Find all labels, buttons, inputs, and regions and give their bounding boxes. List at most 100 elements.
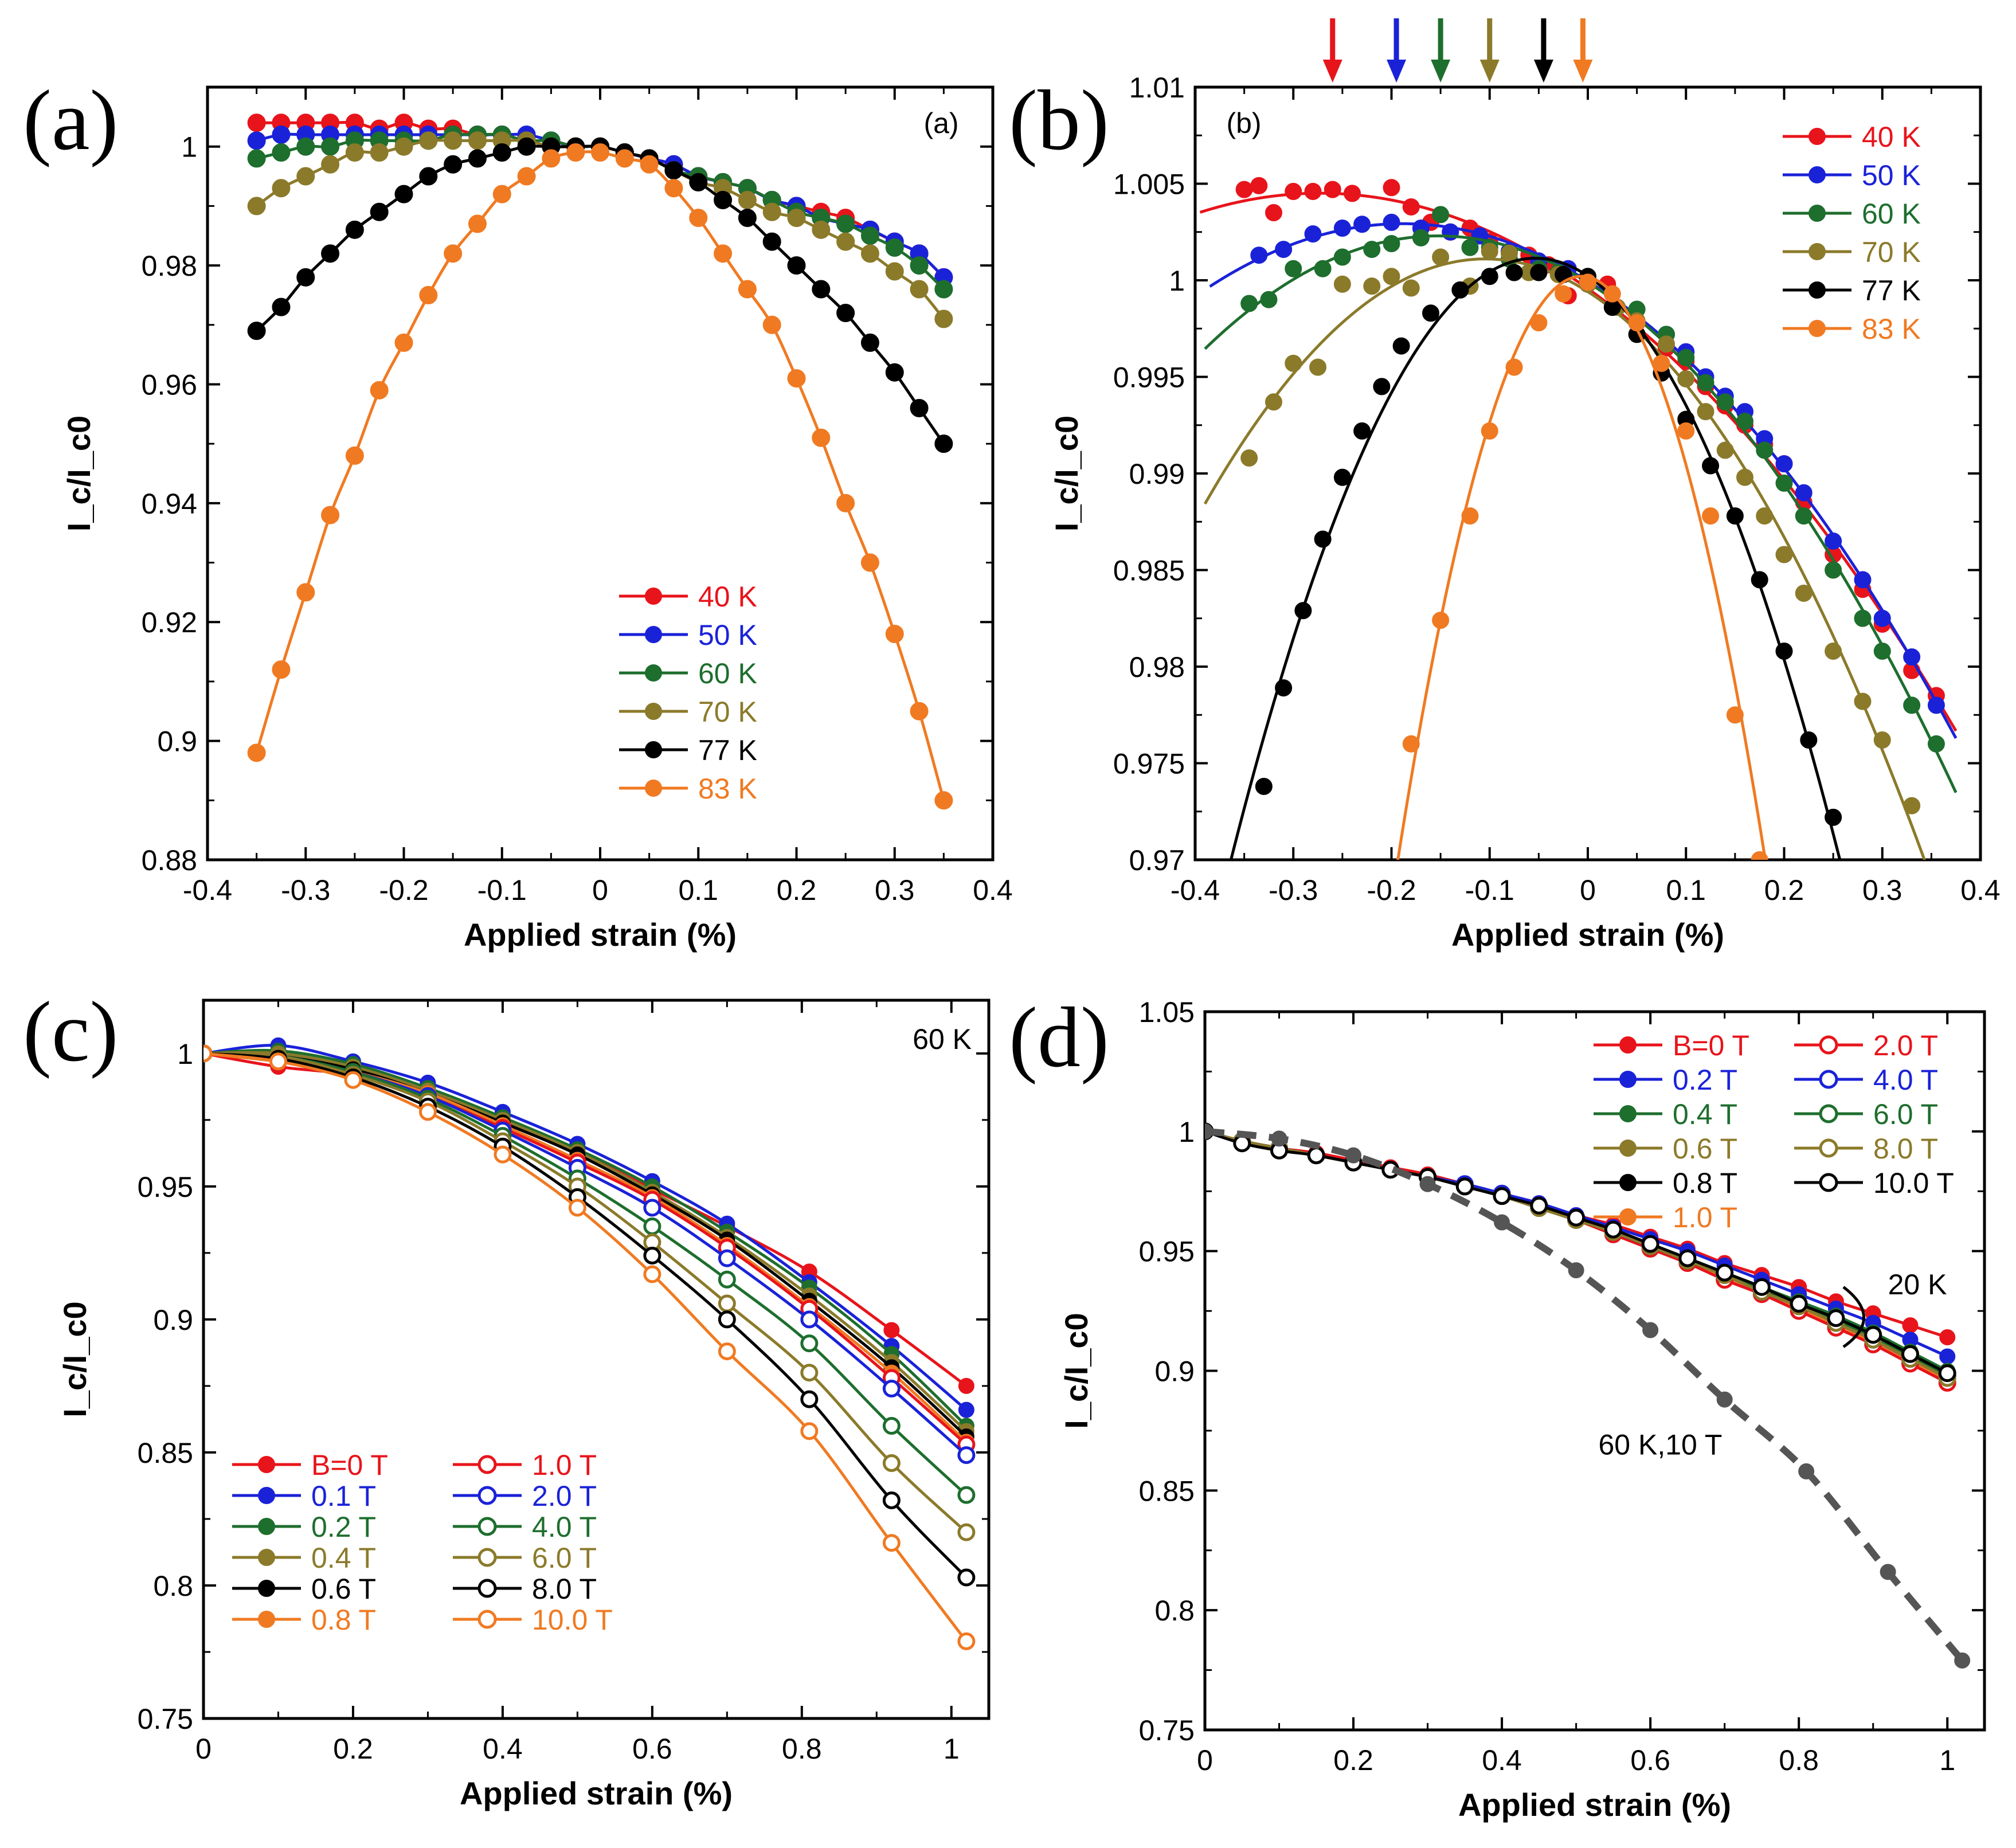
legend-marker	[1819, 1070, 1838, 1089]
y-tick-label: 0.9	[157, 726, 197, 758]
legend-label: B=0 T	[1673, 1029, 1749, 1062]
y-tick-label: 0.95	[138, 1171, 193, 1203]
x-tick-label: 0.2	[333, 1733, 373, 1765]
data-point	[1697, 403, 1714, 421]
data-point	[492, 185, 511, 203]
data-point	[787, 369, 806, 388]
y-axis-title: I_c/I_c0	[57, 1301, 93, 1417]
y-tick-label: 0.95	[1139, 1236, 1195, 1268]
data-point	[272, 143, 291, 162]
legend-label: 0.6 T	[1673, 1133, 1737, 1165]
data-point	[321, 137, 340, 156]
chart-panel-d: 0 0.2 0.4 0.6 0.8 1 0.75 0.8 0.85 0.9 0.95 1 1.05 App…	[1009, 990, 1986, 1823]
data-point	[272, 660, 291, 679]
legend-item: 10.0 T	[453, 1604, 613, 1636]
legend: B=0 T0.1 T0.2 T0.4 T0.6 T0.8 T 1.0 T2.0 T…	[232, 1449, 613, 1636]
data-point	[718, 1270, 736, 1289]
data-point	[643, 1217, 661, 1235]
legend-marker	[1619, 1208, 1637, 1226]
data-point	[1873, 643, 1891, 660]
chart-panel-b: -0.4 -0.3 -0.2 -0.1 0 0.1 0.2 0.3 0.4 0.97 0.975 0.…	[1009, 18, 2001, 953]
strain-arrow	[1573, 18, 1593, 83]
legend-label: 10.0 T	[532, 1604, 613, 1636]
legend-marker	[645, 664, 662, 682]
data-point	[1800, 731, 1818, 749]
y-tick-label: 0.8	[1154, 1595, 1195, 1627]
data-point	[1285, 182, 1302, 200]
y-tick-label: 1.05	[1139, 996, 1195, 1028]
data-point	[1854, 609, 1872, 627]
data-point	[1854, 692, 1872, 710]
series-10-0-t	[203, 1044, 976, 1650]
data-point	[1775, 455, 1793, 473]
legend-item: 0.8 T	[232, 1604, 376, 1636]
y-tick-label: 0.75	[1139, 1714, 1195, 1747]
series-77-k	[1229, 256, 1842, 860]
y-tick-label: 1.005	[1113, 169, 1185, 201]
strain-arrow	[1322, 18, 1342, 83]
data-point	[468, 214, 487, 233]
legend: 40 K 50 K 60 K 70 K 77 K 83 K	[619, 581, 757, 805]
legend-item: 0.8 T	[1594, 1167, 1737, 1199]
data-point	[1285, 260, 1302, 277]
legend-marker	[258, 1580, 275, 1597]
data-point	[762, 232, 781, 251]
data-point	[957, 1486, 976, 1504]
legend-marker	[1819, 1173, 1838, 1192]
legend-item: 0.6 T	[232, 1573, 376, 1605]
legend-label: 0.6 T	[311, 1573, 376, 1605]
x-tick-label: -0.2	[1367, 874, 1416, 906]
panel-label: (a)	[23, 73, 118, 168]
data-point	[910, 398, 929, 417]
y-axis-title: I_c/I_c0	[1058, 1313, 1094, 1428]
data-point	[643, 1265, 661, 1283]
legend-label: 2.0 T	[1873, 1029, 1938, 1062]
data-point	[247, 197, 266, 216]
data-point	[394, 333, 413, 352]
data-point	[247, 322, 266, 340]
legend-item: 0.6 T	[1594, 1133, 1737, 1165]
data-point	[1250, 177, 1268, 194]
y-axis-title: I_c/I_c0	[1048, 416, 1085, 531]
y-tick-label: 0.9	[1154, 1356, 1195, 1388]
data-point	[1716, 393, 1734, 411]
data-point	[934, 280, 953, 299]
data-point	[1432, 612, 1450, 629]
legend-marker	[258, 1518, 275, 1535]
data-point	[1392, 337, 1410, 355]
data-point	[836, 232, 855, 251]
data-point	[418, 1103, 437, 1121]
x-tick-label: -0.1	[1465, 874, 1514, 906]
y-tick-label: 1	[177, 1038, 193, 1070]
data-point	[664, 161, 683, 180]
data-point	[1653, 354, 1670, 372]
legend-marker	[477, 1548, 497, 1567]
x-tick-label: -0.3	[281, 874, 330, 906]
data-point	[1751, 851, 1768, 860]
data-point	[444, 131, 463, 150]
data-point	[885, 238, 904, 257]
data-point	[718, 1310, 736, 1329]
data-point	[800, 1334, 819, 1353]
data-point	[883, 1322, 900, 1338]
data-point	[1939, 1348, 1956, 1365]
y-tick-label: 1	[1179, 1116, 1195, 1148]
panel-label: (d)	[1009, 990, 1109, 1085]
data-point	[419, 131, 438, 150]
data-point	[1678, 1249, 1697, 1267]
data-point	[517, 167, 536, 186]
data-point	[1903, 696, 1921, 714]
data-point	[1677, 370, 1695, 387]
data-point	[1383, 268, 1400, 285]
legend-label: 0.1 T	[311, 1480, 376, 1512]
data-point	[1255, 777, 1273, 795]
data-point	[1702, 457, 1720, 475]
panel-label: (b)	[1009, 73, 1109, 168]
data-point	[812, 280, 831, 299]
series-83-k	[1396, 273, 1768, 860]
legend-item: 0.4 T	[1594, 1098, 1737, 1130]
data-point	[419, 285, 438, 304]
legend-marker	[258, 1611, 275, 1628]
annotation-brace	[1842, 1286, 1865, 1348]
legend-label: 0.4 T	[1673, 1098, 1737, 1130]
